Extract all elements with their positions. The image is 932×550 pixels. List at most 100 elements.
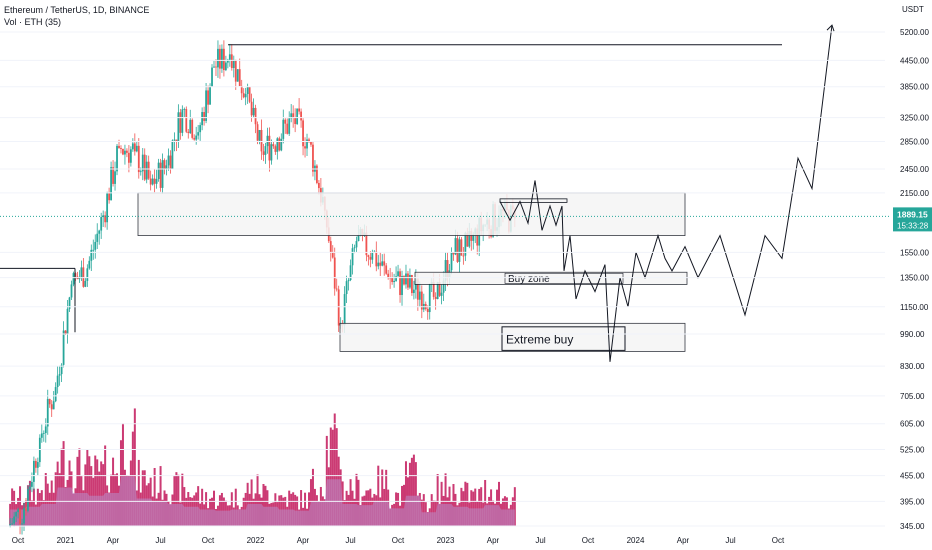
candle-body xyxy=(66,308,69,335)
volume-bar xyxy=(306,508,309,526)
volume-bar xyxy=(412,454,415,526)
candle-body xyxy=(52,401,55,410)
candle-body xyxy=(308,139,310,142)
volume-bar xyxy=(274,493,277,526)
volume-bar xyxy=(347,494,350,526)
volume-bar xyxy=(509,504,512,526)
candle-body xyxy=(411,275,413,294)
volume-bar xyxy=(444,473,447,526)
volume-bar xyxy=(418,492,421,526)
candle-body xyxy=(409,275,411,288)
candle-body xyxy=(399,271,401,296)
candle-body xyxy=(438,282,441,296)
volume-bar xyxy=(436,474,439,526)
volume-bar xyxy=(207,508,210,526)
volume-bar xyxy=(40,490,43,526)
last-price-value: 1889.15 xyxy=(897,209,928,219)
candle-body xyxy=(353,247,356,249)
volume-bar xyxy=(94,455,97,526)
candle-body xyxy=(236,69,239,82)
candle-body xyxy=(70,284,73,298)
candle-body xyxy=(304,146,306,149)
candle-body xyxy=(169,155,172,169)
candle-body xyxy=(197,132,200,136)
volume-bar xyxy=(131,431,134,526)
volume-bar xyxy=(123,469,126,526)
volume-bar xyxy=(472,491,475,526)
candle-body xyxy=(296,108,299,124)
volume-bar xyxy=(385,469,388,526)
candle-body xyxy=(240,85,243,94)
supply-zone xyxy=(137,192,686,236)
price-tick: 2450.00 xyxy=(900,165,929,174)
volume-bar xyxy=(197,486,200,526)
volume-bar xyxy=(266,490,269,526)
volume-bar xyxy=(284,496,287,526)
price-tick: 1350.00 xyxy=(900,274,929,283)
volume-bar xyxy=(32,488,35,526)
candle-body xyxy=(355,241,358,248)
volume-bar xyxy=(169,504,172,526)
candle-body xyxy=(183,109,186,110)
candle-body xyxy=(268,135,271,161)
candle-body xyxy=(337,289,340,326)
volume-bar xyxy=(432,500,435,526)
symbol-title: Ethereum / TetherUS, 1D, BINANCE xyxy=(4,5,150,15)
candle-body xyxy=(42,433,45,434)
time-tick: Oct xyxy=(392,536,405,545)
extreme-buy-label: Extreme buy xyxy=(506,333,573,347)
volume-bar xyxy=(371,497,374,526)
candle-body xyxy=(468,231,471,247)
volume-bar xyxy=(56,461,59,526)
volume-bar xyxy=(13,490,16,526)
candle-body xyxy=(298,108,301,112)
candle-body xyxy=(278,138,281,151)
volume-bar xyxy=(501,498,504,526)
candle-body xyxy=(9,524,12,526)
candle-body xyxy=(221,48,223,69)
volume-bar xyxy=(482,502,485,526)
candle-body xyxy=(127,152,130,163)
candle-body xyxy=(258,129,261,141)
candle-body xyxy=(444,260,447,281)
time-tick: Oct xyxy=(772,536,785,545)
volume-bar xyxy=(167,501,170,526)
candle-body xyxy=(161,160,164,188)
volume-bar xyxy=(234,488,237,526)
candle-body xyxy=(222,48,225,71)
volume-bar xyxy=(414,462,417,526)
volume-bar xyxy=(193,495,196,526)
candle-body xyxy=(232,59,235,68)
volume-bar xyxy=(82,490,85,526)
candle-body xyxy=(205,90,207,121)
volume-bar xyxy=(474,488,477,526)
candle-body xyxy=(157,162,160,180)
volume-bar xyxy=(438,503,441,526)
volume-bar xyxy=(309,479,312,526)
volume-bar xyxy=(58,473,61,526)
candle-body xyxy=(126,150,128,153)
candle-body xyxy=(272,144,275,147)
volume-layer xyxy=(9,408,516,526)
volume-bar xyxy=(511,497,514,526)
volume-bar xyxy=(236,505,239,526)
volume-bar xyxy=(189,497,192,526)
volume-bar xyxy=(387,489,390,526)
volume-bar xyxy=(230,492,233,526)
volume-bar xyxy=(270,502,273,526)
volume-bar xyxy=(151,496,154,526)
volume-bar xyxy=(464,481,467,526)
candle-body xyxy=(187,131,190,134)
volume-bar xyxy=(121,423,124,526)
candle-body xyxy=(185,109,188,132)
candle-body xyxy=(306,139,308,149)
price-tick: 4450.00 xyxy=(900,56,929,65)
candle-body xyxy=(452,252,455,255)
volume-bar xyxy=(30,500,33,526)
buy-zone-label: Buy zone xyxy=(508,274,550,285)
candle-body xyxy=(141,154,144,172)
volume-bar xyxy=(458,502,461,526)
candle-body xyxy=(17,509,19,513)
candle-body xyxy=(347,280,350,282)
